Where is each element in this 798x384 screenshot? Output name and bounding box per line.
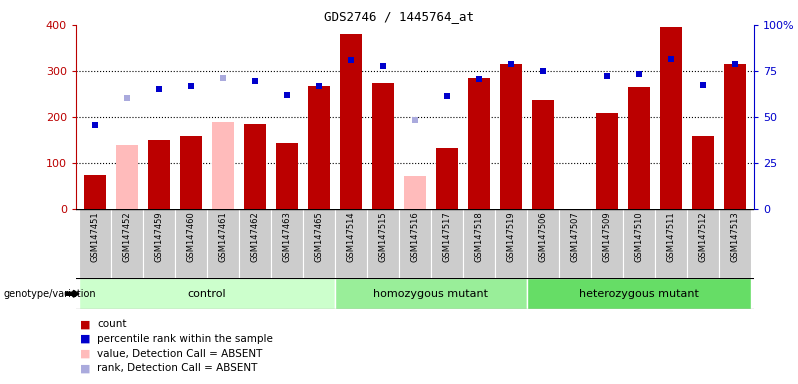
Bar xyxy=(404,176,426,209)
Text: homozygous mutant: homozygous mutant xyxy=(373,289,488,299)
Bar xyxy=(660,27,682,209)
Bar xyxy=(431,209,463,278)
Text: GSM147512: GSM147512 xyxy=(698,211,707,262)
Text: GDS2746 / 1445764_at: GDS2746 / 1445764_at xyxy=(324,10,474,23)
Text: control: control xyxy=(188,289,227,299)
Text: percentile rank within the sample: percentile rank within the sample xyxy=(97,334,273,344)
Bar xyxy=(527,209,559,278)
Bar xyxy=(367,209,399,278)
Bar xyxy=(372,83,394,209)
Bar xyxy=(79,209,111,278)
Bar xyxy=(271,209,303,278)
Bar xyxy=(211,122,234,209)
Bar xyxy=(308,86,330,209)
Bar xyxy=(335,209,367,278)
Bar xyxy=(628,87,650,209)
Bar xyxy=(303,209,335,278)
Bar xyxy=(239,209,271,278)
Bar xyxy=(527,278,751,309)
Bar xyxy=(719,209,751,278)
Text: GSM147451: GSM147451 xyxy=(90,211,100,262)
Text: value, Detection Call = ABSENT: value, Detection Call = ABSENT xyxy=(97,349,263,359)
Text: GSM147518: GSM147518 xyxy=(475,211,484,262)
Bar xyxy=(463,209,495,278)
Text: rank, Detection Call = ABSENT: rank, Detection Call = ABSENT xyxy=(97,363,258,373)
Bar xyxy=(436,148,458,209)
Bar xyxy=(243,124,267,209)
Bar xyxy=(207,209,239,278)
Bar xyxy=(591,209,623,278)
Text: GSM147452: GSM147452 xyxy=(123,211,132,262)
Bar xyxy=(724,64,746,209)
Bar xyxy=(692,136,714,209)
Bar xyxy=(623,209,655,278)
Text: GSM147519: GSM147519 xyxy=(507,211,516,262)
Bar xyxy=(148,140,170,209)
Text: GSM147462: GSM147462 xyxy=(251,211,259,262)
Text: GSM147517: GSM147517 xyxy=(442,211,452,262)
Bar xyxy=(500,64,522,209)
Bar xyxy=(340,34,362,209)
Bar xyxy=(111,209,143,278)
Text: GSM147514: GSM147514 xyxy=(346,211,355,262)
Bar xyxy=(143,209,175,278)
Bar xyxy=(116,145,138,209)
Bar xyxy=(399,209,431,278)
Bar xyxy=(175,209,207,278)
Text: GSM147459: GSM147459 xyxy=(155,211,164,262)
Bar xyxy=(276,143,298,209)
Text: GSM147513: GSM147513 xyxy=(730,211,740,262)
Bar xyxy=(84,175,106,209)
Text: GSM147461: GSM147461 xyxy=(219,211,227,262)
Text: GSM147516: GSM147516 xyxy=(410,211,420,262)
Bar xyxy=(559,209,591,278)
Text: count: count xyxy=(97,319,127,329)
Bar xyxy=(468,78,490,209)
Text: GSM147509: GSM147509 xyxy=(602,211,611,262)
Text: heterozygous mutant: heterozygous mutant xyxy=(579,289,699,299)
Text: GSM147510: GSM147510 xyxy=(634,211,643,262)
Bar xyxy=(687,209,719,278)
Bar xyxy=(596,113,618,209)
Text: ■: ■ xyxy=(80,349,90,359)
Bar xyxy=(495,209,527,278)
Bar xyxy=(79,278,335,309)
Text: genotype/variation: genotype/variation xyxy=(4,289,97,299)
Text: GSM147507: GSM147507 xyxy=(571,211,579,262)
Text: GSM147460: GSM147460 xyxy=(187,211,196,262)
Text: GSM147511: GSM147511 xyxy=(666,211,675,262)
Text: ■: ■ xyxy=(80,334,90,344)
Text: GSM147465: GSM147465 xyxy=(314,211,323,262)
Bar xyxy=(335,278,527,309)
Text: GSM147506: GSM147506 xyxy=(539,211,547,262)
Text: GSM147463: GSM147463 xyxy=(282,211,291,262)
Text: ■: ■ xyxy=(80,319,90,329)
Bar xyxy=(180,136,202,209)
Bar xyxy=(531,99,554,209)
Text: GSM147515: GSM147515 xyxy=(378,211,388,262)
Text: ■: ■ xyxy=(80,363,90,373)
Bar xyxy=(655,209,687,278)
